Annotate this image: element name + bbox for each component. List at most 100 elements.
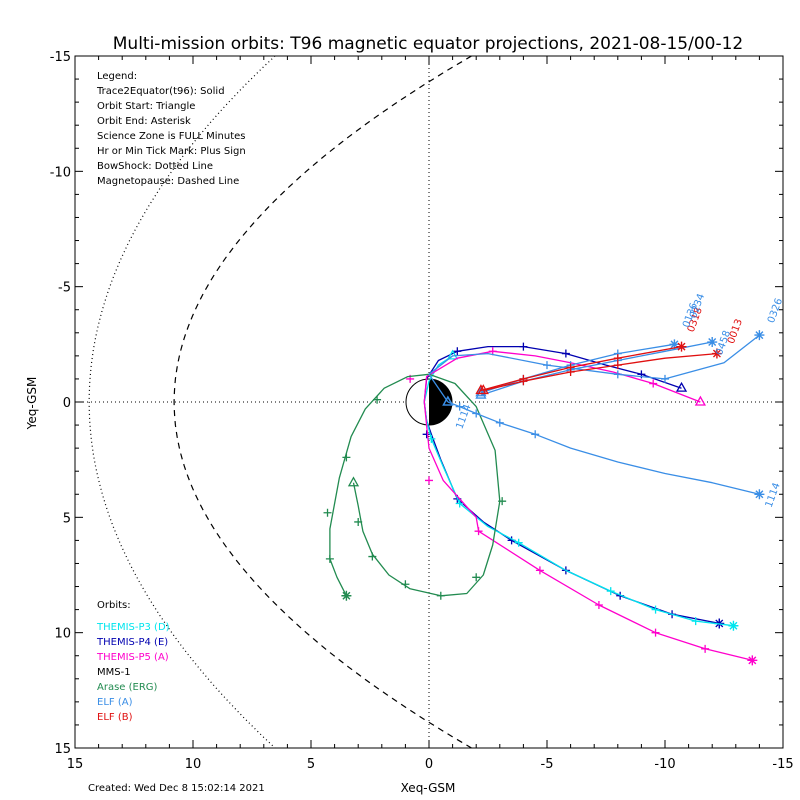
y-tick-label: -10 <box>50 165 71 180</box>
x-tick-label: 10 <box>185 757 202 772</box>
orbit-legend-entry: THEMIS-P5 (A) <box>96 652 169 663</box>
y-tick-label: 15 <box>54 742 71 757</box>
orbit-series <box>428 330 765 406</box>
orbit-start-marker <box>694 395 707 406</box>
hour-tick-mark <box>661 374 669 383</box>
boundaries <box>88 55 472 749</box>
trace-label: 1114 <box>764 481 783 509</box>
hour-tick-mark <box>401 580 410 589</box>
hour-tick-mark <box>368 552 377 561</box>
orbit-start-marker <box>675 381 688 392</box>
hour-tick-mark <box>561 349 570 358</box>
orbit-series <box>422 342 725 629</box>
hour-tick-mark <box>606 587 615 596</box>
created-timestamp: Created: Wed Dec 8 15:02:14 2021 <box>88 783 265 794</box>
orbit-end-marker <box>707 337 718 348</box>
y-tick-label: 0 <box>63 396 71 411</box>
hour-tick-mark <box>455 499 464 508</box>
hour-tick-mark <box>498 497 507 506</box>
hour-tick-mark <box>535 566 544 575</box>
y-tick-label: -15 <box>50 50 71 65</box>
y-tick-label: 5 <box>63 511 71 526</box>
x-tick-label: -10 <box>654 757 675 772</box>
orbit-end-marker <box>676 341 687 352</box>
orbit-end-marker <box>728 620 739 631</box>
legend-line: Orbit Start: Triangle <box>97 101 195 112</box>
trace-label: 0234 <box>688 292 707 320</box>
orbit-start-marker <box>477 384 489 395</box>
x-tick-label: -15 <box>772 757 793 772</box>
hour-tick-mark <box>472 409 481 418</box>
hour-tick-mark <box>531 430 540 439</box>
orbit-line <box>483 352 717 392</box>
orbit-legend-entry: MMS-1 <box>97 667 131 678</box>
magnetopause-line <box>173 55 472 749</box>
trace-label: 0326 <box>766 297 785 325</box>
y-axis-label: Yeq-GSM <box>25 377 39 431</box>
chart-title: Multi-mission orbits: T96 magnetic equat… <box>113 34 744 54</box>
orbit-legend-entry: THEMIS-P4 (E) <box>96 637 168 648</box>
hour-tick-mark <box>613 354 622 363</box>
bowshock-line <box>88 55 276 749</box>
legend-line: Magnetopause: Dashed Line <box>97 176 239 187</box>
hour-tick-mark <box>323 508 332 517</box>
orbit-end-marker <box>747 655 758 666</box>
trace-label: 0013 <box>726 318 745 346</box>
hour-tick-mark <box>425 476 433 485</box>
hour-tick-mark <box>651 628 660 637</box>
hour-tick-mark <box>342 453 351 462</box>
hour-tick-mark <box>566 368 575 377</box>
y-tick-label: -5 <box>58 281 71 296</box>
y-tick-label: 10 <box>54 627 71 642</box>
orbit-line <box>480 341 713 396</box>
orbit-series <box>323 373 507 601</box>
legend-line: Orbit End: Asterisk <box>97 116 191 127</box>
orbit-end-marker <box>754 489 765 500</box>
hour-tick-mark <box>514 538 523 547</box>
legend-line: Legend: <box>97 71 137 82</box>
orbit-line <box>423 345 720 625</box>
hour-tick-mark <box>373 395 382 404</box>
orbit-legend-entry: ELF (B) <box>97 712 133 723</box>
orbit-line <box>447 401 760 495</box>
axes: 15 10 5 0 -5 -10 -15 -15 -10 -5 0 5 10 15 <box>50 50 794 772</box>
hour-tick-mark <box>649 379 658 388</box>
orbit-start-marker <box>347 476 360 487</box>
hour-tick-mark <box>325 554 334 563</box>
orbit-end-marker <box>341 590 352 601</box>
hour-tick-mark <box>594 600 603 609</box>
orbit-legend-entry: THEMIS-P3 (D) <box>96 622 170 633</box>
legend-line: Science Zone is FULL Minutes <box>97 131 246 142</box>
orbit-end-marker <box>669 339 680 350</box>
hour-tick-mark <box>651 605 660 614</box>
orbit-end-marker <box>754 330 765 341</box>
orbit-series <box>406 347 758 666</box>
orbit-start-marker <box>475 386 487 397</box>
hour-tick-mark <box>472 573 481 582</box>
orbits-heading: Orbits: <box>97 600 131 611</box>
hour-tick-mark <box>701 644 710 653</box>
legend-line: BowShock: Dotted Line <box>97 161 213 172</box>
orbit-end-marker <box>711 348 722 359</box>
orbit-series <box>477 348 722 395</box>
x-tick-label: 5 <box>307 757 315 772</box>
orbit-start-marker <box>446 349 459 360</box>
hour-tick-mark <box>453 347 462 356</box>
x-axis-label: Xeq-GSM <box>401 781 456 795</box>
hour-tick-mark <box>495 418 504 427</box>
orbit-series <box>442 395 765 500</box>
orbit-legend-entry: Arase (ERG) <box>97 682 158 693</box>
x-tick-label: 15 <box>67 757 84 772</box>
hour-tick-mark <box>474 527 483 536</box>
orbit-legend-entry: ELF (A) <box>97 697 133 708</box>
legend-line: Hr or Min Tick Mark: Plus Sign <box>97 146 246 157</box>
orbit-line <box>329 373 501 597</box>
legend-line: Trace2Equator(t96): Solid <box>96 86 225 97</box>
hour-tick-mark <box>613 370 622 379</box>
hour-tick-mark <box>519 342 528 351</box>
hour-tick-mark <box>455 402 464 411</box>
orbit-line <box>423 350 753 661</box>
orbit-start-marker <box>442 395 454 406</box>
